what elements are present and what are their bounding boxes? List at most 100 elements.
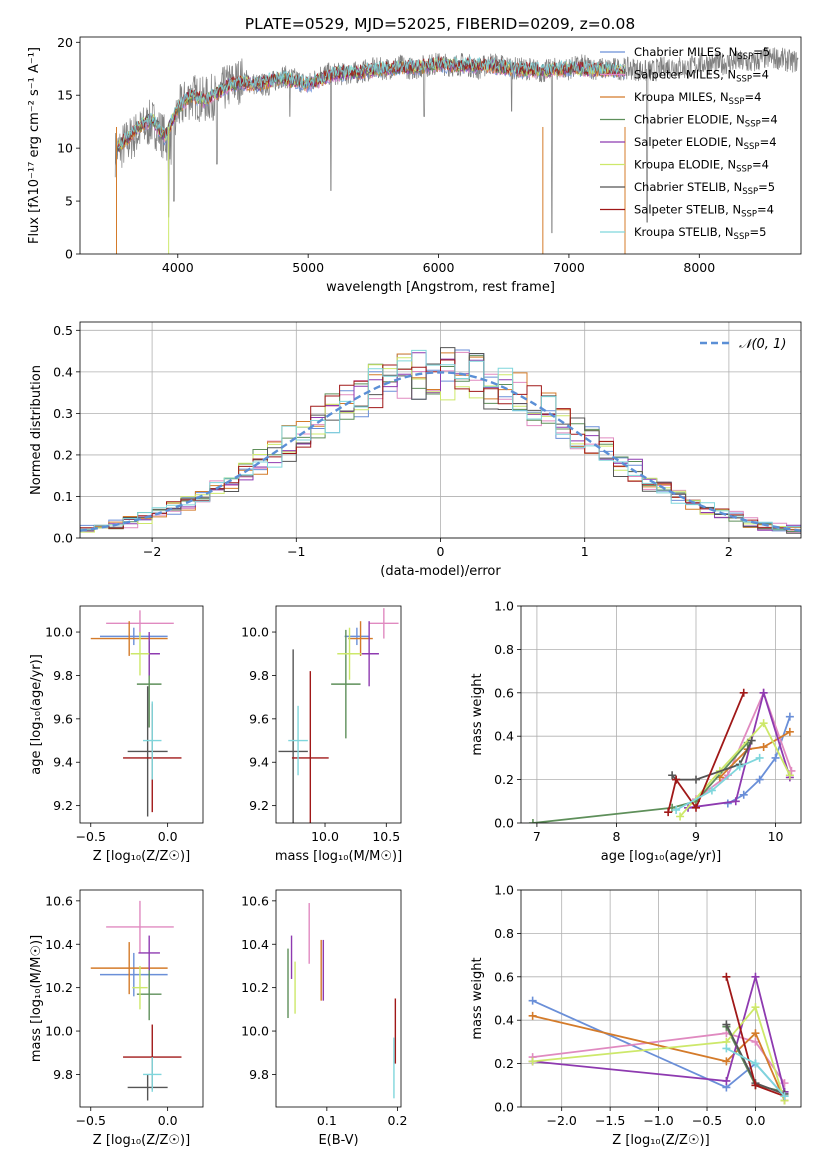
x-tick-label: 7000	[553, 260, 585, 275]
x-axis-label: Z [log₁₀(Z/Z☉)]	[93, 849, 190, 864]
legend-label: Chabrier ELODIE, NSSP=4	[634, 113, 778, 130]
mass-weight-marker	[528, 996, 537, 1005]
y-tick-label: 10.0	[241, 1024, 269, 1039]
y-tick-label: 0.0	[494, 816, 514, 831]
y-axis-label: Flux [fλ10⁻¹⁷ erg cm⁻² s⁻¹ A⁻¹]	[27, 47, 42, 244]
y-tick-label: 9.4	[53, 755, 73, 770]
y-tick-label: 9.8	[249, 1067, 269, 1082]
x-axis-label: (data-model)/error	[380, 564, 501, 579]
mass-weight-marker	[751, 1003, 760, 1012]
mass-weight-marker	[528, 1057, 537, 1066]
mass-weight-line	[532, 1005, 786, 1101]
x-tick-label: 5000	[292, 260, 324, 275]
axes-frame	[79, 36, 802, 255]
mass-weight-marker	[759, 688, 768, 697]
axes-mass-weight-vs-age: 7 8 9 10 0.0 0.2 0.4 0.6 0.8 1.0 age [log₁₀(age/yr…	[470, 599, 802, 864]
mass-weight-line	[719, 731, 791, 779]
mass-weight-marker	[735, 762, 744, 771]
legend-label-sub: SSP	[736, 75, 752, 85]
legend-label-n: =4	[752, 68, 769, 82]
y-tick-label: 9.4	[249, 755, 269, 770]
x-tick-label: 0.1	[317, 1113, 337, 1128]
plot-area-mass-vs-EBV	[287, 903, 397, 1099]
x-tick-label: −1.0	[643, 1113, 673, 1128]
plot-area-mass-vs-Z	[90, 900, 182, 1101]
mass-weight-marker	[785, 712, 794, 721]
legend-label-sub: SSP	[737, 52, 753, 62]
y-tick-label: 0.4	[494, 1013, 514, 1028]
x-tick-label: 0.0	[158, 1113, 178, 1128]
mass-weight-marker	[785, 727, 794, 736]
mass-weight-marker	[672, 775, 681, 784]
x-tick-label: 8000	[683, 260, 715, 275]
legend-label-name: Chabrier MILES, N	[634, 45, 737, 59]
mass-weight-line	[679, 721, 791, 818]
x-tick-label: −0.5	[76, 829, 106, 844]
legend-label-name: Salpeter ELODIE, N	[634, 135, 744, 149]
legend-label-name: Salpeter MILES, N	[634, 68, 736, 82]
mass-weight-line	[687, 689, 791, 809]
y-tick-label: 9.2	[53, 798, 73, 813]
mass-weight-marker	[759, 719, 768, 728]
y-tick-label: 10.0	[45, 1024, 73, 1039]
legend-label-sub: SSP	[744, 142, 760, 152]
legend-label: Kroupa ELODIE, NSSP=4	[634, 158, 769, 175]
mass-weight-marker	[692, 803, 700, 812]
legend-label-n: =4	[757, 203, 774, 217]
mass-weight-marker	[747, 736, 756, 745]
legend-label-name: Chabrier STELIB, N	[634, 180, 742, 194]
mass-weight-marker	[780, 1092, 789, 1101]
y-tick-label: 9.8	[53, 668, 73, 683]
legend-label-n: =5	[753, 45, 770, 59]
mass-weight-marker	[755, 753, 764, 762]
y-tick-label: 10.0	[45, 625, 73, 640]
plot-area-mass-weight-vs-Z	[528, 972, 789, 1105]
mass-weight-marker	[751, 972, 760, 981]
legend-label: Salpeter STELIB, NSSP=4	[634, 203, 774, 220]
y-tick-label: 10.2	[45, 980, 73, 995]
y-tick-label: 0.2	[494, 1056, 514, 1071]
normal-curve	[80, 371, 801, 532]
y-tick-label: 20	[57, 35, 73, 50]
y-tick-label: 1.0	[494, 883, 514, 898]
x-tick-label: 2	[725, 544, 733, 559]
legend-label-sub: SSP	[741, 210, 757, 220]
y-axis-label: Normed distribution	[29, 365, 44, 495]
mass-weight-marker	[722, 972, 731, 981]
x-axis-label: Z [log₁₀(Z/Z☉)]	[93, 1133, 190, 1148]
histogram-kroupa-stelib	[80, 349, 801, 538]
x-tick-label: −1.5	[595, 1113, 625, 1128]
axes-frame	[79, 889, 204, 1108]
mass-weight-line	[675, 757, 760, 811]
x-axis-label: E(B-V)	[318, 1133, 358, 1148]
legend-label: Kroupa STELIB, NSSP=5	[634, 225, 766, 242]
y-tick-label: 10.6	[241, 893, 269, 908]
histogram-kroupa-elodie	[80, 357, 801, 538]
axes-age-vs-Z: −0.5 0.0 9.2 9.4 9.6 9.8 10.0 Z [log₁₀(Z/Z☉)] ag…	[29, 605, 204, 864]
x-axis-label: wavelength [Angstrom, rest frame]	[326, 280, 555, 295]
y-tick-label: 9.6	[53, 711, 73, 726]
legend-label-name: Kroupa ELODIE, N	[634, 158, 736, 172]
mass-weight-marker	[722, 1057, 731, 1066]
legend-label-n: =4	[761, 113, 778, 127]
y-axis-label: mass weight	[470, 957, 485, 1039]
mass-weight-marker	[668, 771, 677, 780]
axes-frame	[275, 889, 402, 1108]
mass-weight-marker	[672, 805, 681, 814]
x-axis-label: mass [log₁₀(M/M☉)]	[275, 849, 402, 864]
mass-weight-marker	[751, 1029, 760, 1038]
mass-weight-marker	[528, 819, 537, 823]
plot-area-age-vs-Z	[90, 610, 182, 817]
y-axis-label: mass [log₁₀(M/M☉)]	[29, 935, 44, 1062]
legend-label-sub: SSP	[736, 165, 752, 175]
x-tick-label: 0.2	[388, 1113, 408, 1128]
x-tick-label: −2.0	[547, 1113, 577, 1128]
axes-frame	[79, 321, 802, 539]
mass-weight-marker	[528, 1011, 537, 1020]
x-tick-label: 6000	[423, 260, 455, 275]
plot-area-residuals	[80, 347, 801, 538]
mass-weight-marker	[751, 1037, 760, 1046]
mass-weight-line	[667, 692, 745, 813]
